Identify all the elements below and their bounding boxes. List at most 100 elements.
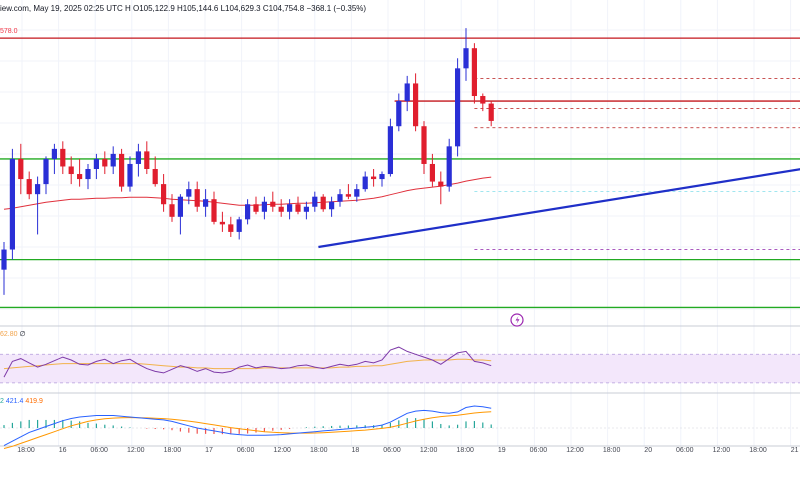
candle-body [35,184,41,195]
rsi-extra: ∅ [19,331,26,338]
candle-body [203,199,209,207]
x-tick-label: 19 [498,447,506,454]
trendline-group [318,168,800,249]
symbol-legend: iew.com, May 19, 2025 02:25 UTC H O105,1… [0,4,366,13]
x-tick-label: 18:00 [603,447,621,454]
candle-body [329,201,335,210]
candle-body [261,201,267,212]
ohlc-values: H O105,122.9 H105,144.6 L104,629.3 C104,… [124,4,305,13]
candle-body [371,176,377,180]
candle-body [345,194,351,197]
candle-body [43,158,49,185]
x-tick-label: 12:00 [273,447,291,454]
candle-body [404,83,410,102]
x-tick-label: 06:00 [237,447,255,454]
candle-body [446,146,452,187]
candle-body [152,169,158,185]
candle-body [68,166,74,175]
candle-body [480,96,486,104]
x-tick-label: 12:00 [566,447,584,454]
rsi-moving-average-line [3,358,492,370]
x-tick-label: 06:00 [383,447,401,454]
candle-body [295,204,301,212]
candle-body [413,83,419,127]
candle-body [110,153,116,167]
candle-body [421,126,427,164]
candle-body [85,169,91,180]
candle-body [9,158,15,250]
macd-hist-value: 2 [0,398,4,405]
candle-body [270,201,276,207]
x-tick-label: 18:00 [310,447,328,454]
candle-body [429,163,435,182]
candle-body [102,158,108,167]
x-tick-label: 18:00 [17,447,35,454]
chart-header: iew.com, May 19, 2025 02:25 UTC H O105,1… [0,0,800,35]
candle-body [194,189,200,207]
candle-body [236,219,242,232]
x-tick-label: 16 [59,447,67,454]
candle-body [320,196,326,210]
candle-body [135,151,141,164]
source-text: iew.com, May 19, 2025 02:25 UTC [0,4,123,13]
x-tick-label: 20 [644,447,652,454]
x-tick-label: 12:00 [713,447,731,454]
bullish-trendline [318,168,800,249]
candle-body [396,101,402,127]
candle-body [471,48,477,97]
candle-body [93,158,99,169]
x-tick-label: 06:00 [90,447,108,454]
candle-body [463,48,469,69]
candle-body [177,196,183,217]
candle-body [278,206,284,212]
candle-body [169,204,175,217]
lightning-bolt-icon [515,316,520,324]
replay-icon-group[interactable] [510,313,524,327]
x-tick-label: 18:00 [749,447,767,454]
x-tick-label: 06:00 [530,447,548,454]
macd-panel [0,405,800,449]
candle-body [362,176,368,190]
candle-body [1,249,7,270]
candle-body [253,204,259,212]
macd-line-value: 421.4 [5,398,24,405]
candles [1,28,494,295]
candle-body [379,174,385,180]
candle-body [387,126,393,175]
rsi-band [0,353,800,384]
candle-body [211,199,217,222]
candle-body [245,204,251,220]
x-tick-label: 18:00 [456,447,474,454]
rsi-value: 62.80 [0,331,18,338]
macd-legend: 2 421.4 419.9 [0,398,43,405]
time-axis: 18:00 16 06:00 12:00 18:00 17 06:00 12:00 18:00 1… [17,447,798,454]
macd-line [3,405,492,447]
candle-body [219,221,225,225]
candle-body [186,189,192,197]
indicator-value: 578.0 [0,28,18,35]
candle-body [26,179,32,195]
candle-body [312,196,318,207]
rsi-line [3,346,492,378]
x-tick-label: 12:00 [420,447,438,454]
candle-body [354,189,360,197]
rsi-band-fill [0,354,800,383]
candle-body [119,153,125,187]
candle-body [303,206,309,212]
rsi-legend: 62.80 ∅ [0,330,26,338]
candle-body [161,184,167,205]
candle-body [51,148,57,159]
rsi-panel [3,346,492,378]
x-tick-label: 06:00 [676,447,694,454]
x-tick-label: 12:00 [127,447,145,454]
x-tick-label: 21 [791,447,799,454]
x-tick-label: 18:00 [164,447,182,454]
x-tick-label: 17 [205,447,213,454]
candle-body [455,68,461,147]
candle-body [228,224,234,232]
macd-signal-value: 419.9 [25,398,43,405]
price-change: −368.1 (−0.35%) [306,4,367,13]
